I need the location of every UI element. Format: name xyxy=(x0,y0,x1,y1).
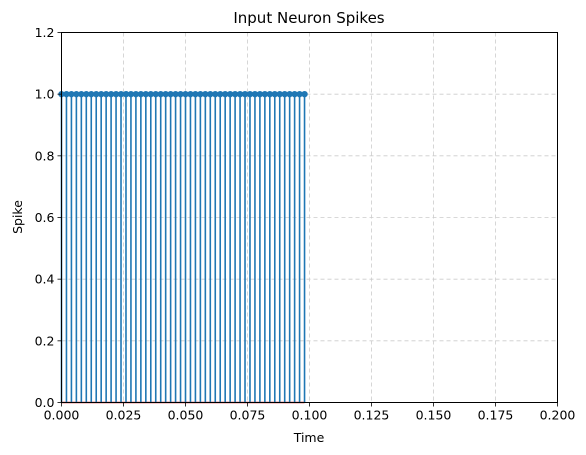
stem-marker xyxy=(291,90,298,98)
stem-marker xyxy=(296,90,303,98)
stem-marker xyxy=(246,90,254,98)
stem-marker xyxy=(236,90,244,98)
stem-marker xyxy=(187,90,194,98)
stem-marker xyxy=(122,90,130,98)
stem-marker xyxy=(251,90,259,98)
stem-marker xyxy=(172,90,179,98)
stem-series xyxy=(58,90,308,404)
stem-marker xyxy=(63,90,70,98)
stem-marker xyxy=(276,90,283,98)
y-tick-label: 0.8 xyxy=(35,148,55,163)
y-tick-label: 0.6 xyxy=(35,210,55,225)
stem-marker xyxy=(152,90,159,98)
stem-marker xyxy=(286,90,293,98)
stem-marker xyxy=(157,90,164,98)
stem-marker xyxy=(301,90,308,98)
y-tick-label: 0.4 xyxy=(35,272,55,287)
stem-marker xyxy=(192,90,199,98)
stem-marker xyxy=(167,90,174,98)
stem-marker xyxy=(117,90,125,98)
stem-marker xyxy=(256,90,264,98)
y-tick-label: 1.0 xyxy=(35,87,55,102)
stem-marker xyxy=(112,90,120,98)
stem-marker xyxy=(83,90,90,98)
x-axis-ticks: 0.000 0.025 0.050 0.075 0.100 0.125 0.150 0.175… xyxy=(44,402,576,423)
stem-marker xyxy=(107,90,115,98)
x-tick-label: 0.200 xyxy=(540,408,576,423)
stem-marker xyxy=(162,90,169,98)
stem-marker xyxy=(147,90,154,98)
x-tick-label: 0.050 xyxy=(168,408,204,423)
y-tick-label: 0.2 xyxy=(35,333,55,348)
stem-marker xyxy=(231,90,239,98)
stem-marker xyxy=(73,90,80,98)
x-tick-label: 0.100 xyxy=(292,408,328,423)
stem-marker xyxy=(132,90,140,98)
stem-marker xyxy=(78,90,85,98)
stem-marker xyxy=(266,90,274,98)
stem-marker xyxy=(127,90,135,98)
stem-marker xyxy=(261,90,269,98)
stem-marker xyxy=(182,90,189,98)
x-tick-label: 0.025 xyxy=(106,408,142,423)
y-axis-ticks: 0.0 0.2 0.4 0.6 0.8 1.0 1.2 xyxy=(35,25,62,410)
chart-title: Input Neuron Spikes xyxy=(233,9,384,27)
y-axis-label: Spike xyxy=(10,200,25,234)
stem-marker xyxy=(93,90,100,98)
stem-marker xyxy=(207,90,214,98)
stem-marker xyxy=(271,90,278,98)
stem-marker xyxy=(177,90,184,98)
stem-marker xyxy=(88,90,95,98)
x-axis-label: Time xyxy=(293,430,325,445)
x-tick-label: 0.175 xyxy=(478,408,514,423)
stem-marker xyxy=(102,90,110,98)
stem-marker xyxy=(217,90,224,98)
stem-marker xyxy=(97,90,105,98)
y-tick-label: 1.2 xyxy=(35,25,55,40)
x-tick-label: 0.125 xyxy=(354,408,390,423)
stem-marker xyxy=(197,90,204,98)
x-tick-label: 0.150 xyxy=(416,408,452,423)
x-tick-label: 0.000 xyxy=(44,408,80,423)
stem-marker xyxy=(142,90,150,98)
stem-marker xyxy=(202,90,209,98)
stem-marker xyxy=(241,90,249,98)
stem-marker xyxy=(281,90,288,98)
stem-marker xyxy=(221,90,229,98)
y-tick-label: 0.0 xyxy=(35,395,55,410)
stem-marker xyxy=(68,90,75,98)
stem-marker xyxy=(137,90,145,98)
stem-marker xyxy=(226,90,234,98)
x-tick-label: 0.075 xyxy=(230,408,266,423)
stem-marker xyxy=(212,90,219,98)
